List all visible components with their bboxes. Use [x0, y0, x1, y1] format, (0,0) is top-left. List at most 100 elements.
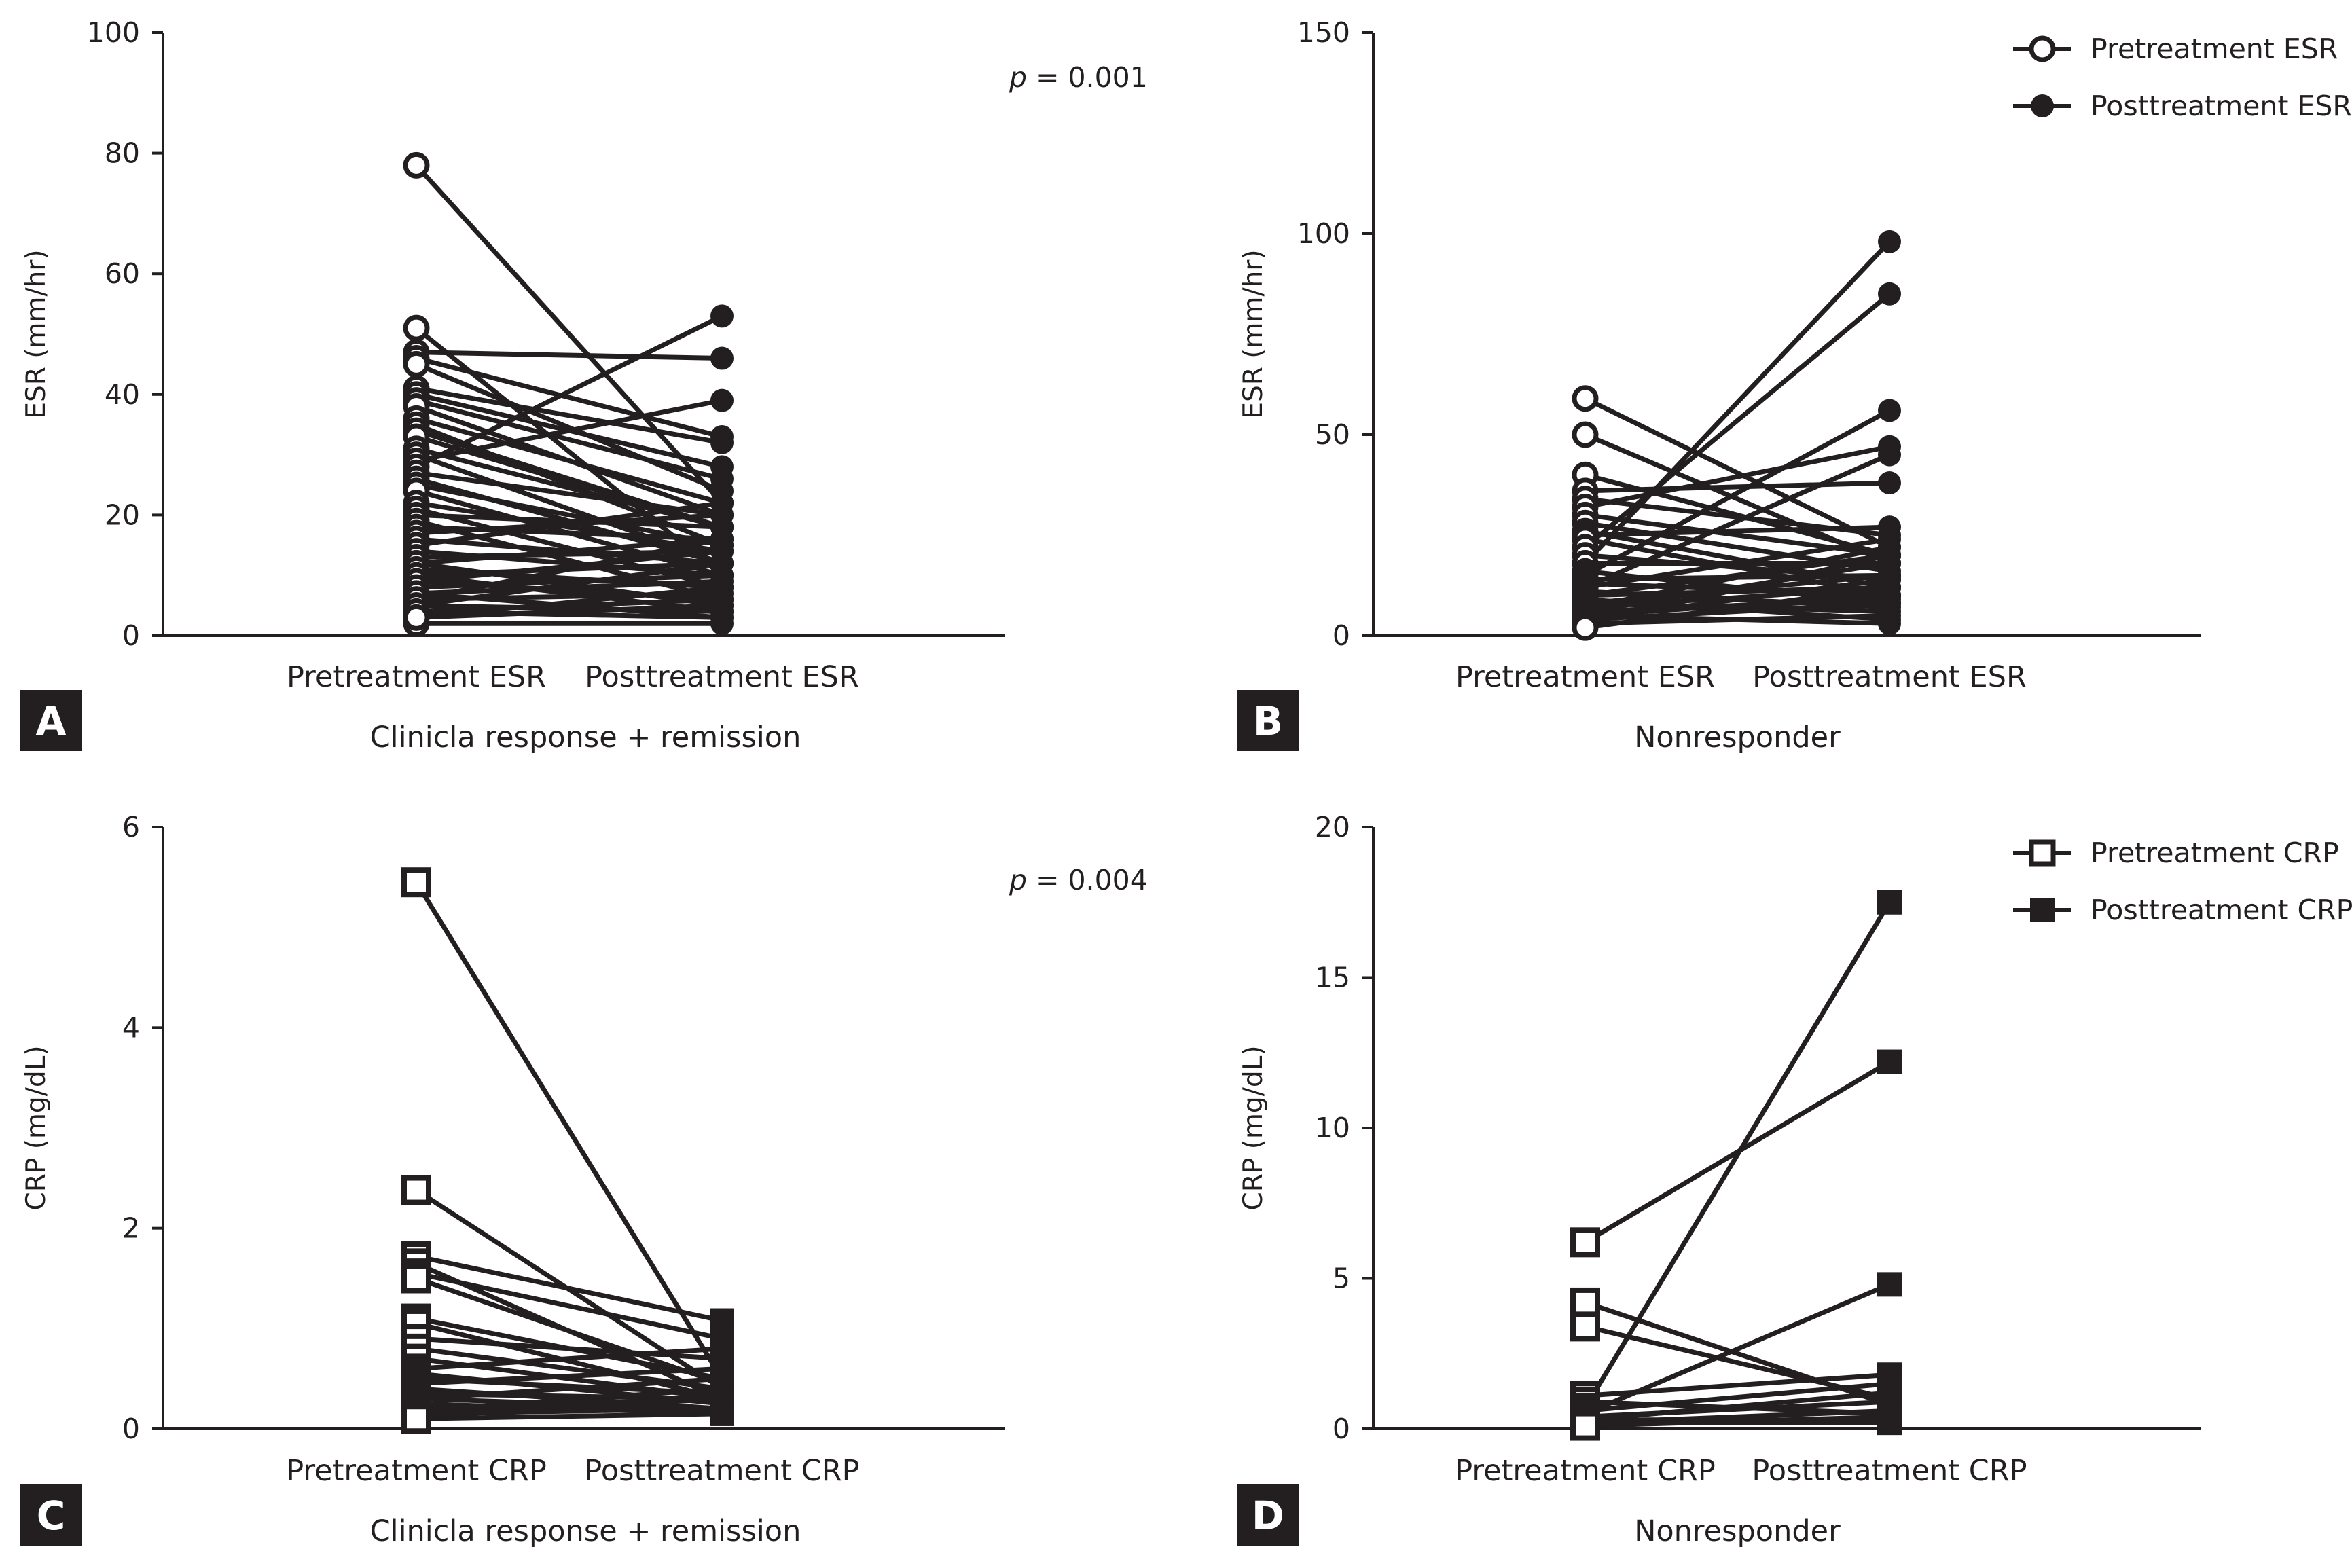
legend-marker-filled-circle: [2031, 94, 2054, 117]
patient-line: [414, 162, 725, 506]
pretreatment-point: [1572, 385, 1599, 412]
patient-line: [414, 1346, 725, 1371]
data-lines: [401, 867, 734, 1434]
patient-line: [1582, 900, 1892, 1410]
y-tick-label: 50: [1315, 418, 1350, 451]
y-tick-label: 20: [1315, 811, 1350, 843]
category-label-pre: Pretreatment CRP: [286, 1454, 547, 1488]
post-markers: [1878, 230, 1901, 636]
y-tick-label: 150: [1297, 16, 1350, 49]
pre-markers: [1572, 385, 1599, 641]
patient-line: [414, 1396, 725, 1419]
patient-line: [1582, 545, 1892, 610]
y-tick-label: 15: [1315, 962, 1350, 994]
posttreatment-point: [1877, 1404, 1902, 1429]
patient-line: [414, 500, 725, 548]
connector-lines: [1582, 900, 1892, 1429]
y-ticks: 0 20 40 60 80 100: [87, 16, 163, 652]
p-symbol: p: [1009, 864, 1027, 896]
posttreatment-point: [710, 467, 734, 491]
panel-letter: C: [37, 1493, 66, 1539]
posttreatment-point: [1878, 443, 1901, 467]
pretreatment-point: [403, 604, 430, 631]
patient-line: [414, 560, 725, 608]
x-axis-title: Clinicla response + remission: [370, 721, 801, 754]
panel-letter: A: [36, 698, 67, 744]
y-ticks: 0 5 10 15 20: [1315, 811, 1373, 1445]
posttreatment-point: [710, 491, 734, 515]
p-value: = 0.001: [1027, 61, 1148, 94]
y-tick-label: 6: [122, 811, 140, 843]
panel-c: 0 2 4 6 CRP (mg/dL) Pretreatment CRP Posttr…: [20, 811, 1148, 1548]
legend-marker-filled-square: [2030, 898, 2055, 922]
patient-line: [1582, 553, 1892, 626]
pre-markers: [401, 867, 431, 1434]
patient-line: [414, 1386, 725, 1413]
y-ticks: 0 2 4 6: [122, 811, 163, 1445]
pretreatment-point: [1572, 421, 1599, 448]
x-axis-title: Nonresponder: [1634, 721, 1841, 754]
p-value: = 0.004: [1027, 864, 1148, 896]
patient-line: [1582, 1414, 1892, 1429]
posttreatment-point: [710, 1401, 734, 1426]
patient-line: [414, 549, 725, 584]
posttreatment-point: [710, 346, 734, 370]
patient-line: [1582, 601, 1892, 622]
patient-line: [1582, 480, 1892, 494]
patient-line: [1582, 239, 1892, 566]
posttreatment-point: [710, 551, 734, 575]
patient-line: [1582, 585, 1892, 630]
post-markers: [1877, 890, 1902, 1436]
y-axis-title: CRP (mg/dL): [1238, 1045, 1269, 1210]
p-symbol: p: [1009, 61, 1027, 94]
y-tick-label: 100: [1297, 217, 1350, 250]
panel-letter-box: [20, 690, 82, 751]
pre-markers: [403, 151, 430, 637]
y-tick-label: 5: [1333, 1262, 1350, 1295]
y-tick-label: 0: [122, 1412, 140, 1445]
legend-label-post: Posttreatment CRP: [2091, 894, 2352, 926]
data-lines: [403, 151, 734, 637]
y-tick-label: 80: [105, 137, 140, 170]
panel-a: 0 20 40 60 80 100 ESR (mm/hr) Pretreatment ES…: [20, 16, 1148, 754]
patient-line: [1582, 536, 1892, 590]
posttreatment-point: [710, 575, 734, 599]
patient-line: [1582, 524, 1892, 538]
patient-line: [414, 536, 725, 566]
panel-b: 0 50 100 150 ESR (mm/hr) Pretreatment ESR P…: [1237, 16, 2352, 754]
y-tick-label: 20: [105, 498, 140, 531]
y-tick-label: 0: [1333, 619, 1350, 652]
category-label-post: Posttreatment ESR: [585, 660, 859, 694]
posttreatment-point: [1877, 890, 1902, 915]
patient-line: [414, 361, 725, 494]
posttreatment-point: [1877, 1049, 1902, 1074]
patient-line: [414, 1366, 725, 1387]
patient-line: [414, 1276, 725, 1387]
legend-label-post: Posttreatment ESR: [2091, 90, 2352, 122]
y-tick-label: 60: [105, 257, 140, 290]
posttreatment-point: [1878, 604, 1901, 627]
pretreatment-point: [1570, 1227, 1600, 1258]
p-value-annotation: p = 0.004: [1009, 864, 1148, 896]
patient-line: [1582, 396, 1892, 550]
y-tick-label: 2: [122, 1212, 140, 1245]
patient-line: [414, 512, 725, 530]
patient-line: [1582, 452, 1892, 590]
patient-line: [414, 356, 725, 439]
patient-line: [1582, 444, 1892, 510]
legend: Pretreatment CRP Posttreatment CRP: [2013, 837, 2352, 926]
patient-line: [414, 549, 725, 560]
panel-letter: D: [1252, 1493, 1284, 1539]
pretreatment-point: [401, 1175, 431, 1205]
data-lines: [1572, 230, 1901, 641]
posttreatment-point: [710, 527, 734, 551]
pretreatment-point: [401, 867, 431, 898]
patient-line: [414, 1321, 725, 1402]
y-axis-title: ESR (mm/hr): [1238, 249, 1269, 418]
patient-line: [414, 603, 725, 614]
posttreatment-point: [710, 431, 734, 454]
data-lines: [1570, 890, 1902, 1441]
patient-line: [414, 1411, 725, 1421]
posttreatment-point: [1878, 399, 1901, 422]
